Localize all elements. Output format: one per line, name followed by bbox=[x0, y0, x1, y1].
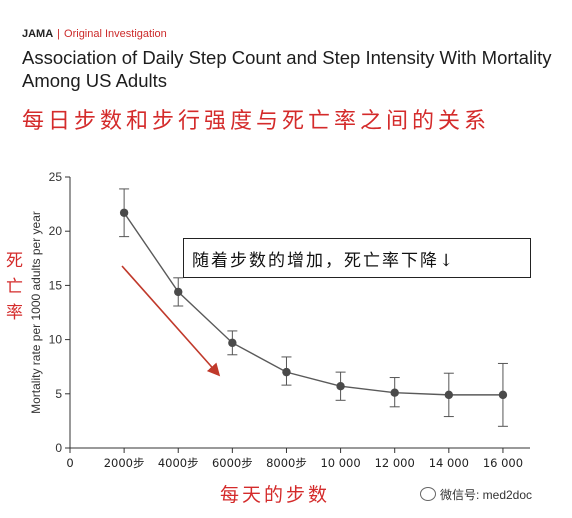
x-tick-label: 14 000 bbox=[429, 456, 469, 470]
chinese-title: 每日步数和步行强度与死亡率之间的关系 bbox=[22, 109, 491, 134]
y-tick-label: 15 bbox=[49, 278, 63, 292]
data-point bbox=[390, 388, 399, 397]
wechat-icon bbox=[420, 487, 436, 501]
x-tick-label: 0 bbox=[66, 456, 73, 470]
article-type: Original Investigation bbox=[64, 28, 167, 40]
x-tick-label: 12 000 bbox=[375, 456, 415, 470]
x-tick-label: 10 000 bbox=[320, 456, 360, 470]
x-tick-label: 6000步 bbox=[212, 456, 253, 470]
data-point bbox=[444, 390, 454, 400]
watermark-text: 微信号: med2doc bbox=[440, 488, 533, 502]
chinese-y-label: 死亡率 bbox=[6, 251, 23, 323]
x-tick-label: 2000步 bbox=[104, 456, 145, 470]
y-tick-label: 0 bbox=[55, 441, 62, 455]
journal-name: JAMA bbox=[22, 28, 54, 40]
x-tick-label: 8000步 bbox=[266, 456, 307, 470]
x-tick-label: 4000步 bbox=[158, 456, 199, 470]
wechat-watermark: 微信号: med2doc bbox=[420, 486, 532, 503]
data-point bbox=[174, 287, 183, 297]
series-line bbox=[123, 212, 503, 396]
y-axis-label: Mortality rate per 1000 adults per year bbox=[29, 211, 43, 414]
trend-callout: 随着步数的增加，死亡率下降↓ bbox=[183, 238, 531, 278]
data-point bbox=[228, 338, 237, 348]
chinese-x-label: 每天的步数 bbox=[220, 484, 331, 506]
x-tick-label: 16 000 bbox=[483, 456, 523, 470]
header-separator: | bbox=[57, 28, 61, 40]
y-tick-label: 5 bbox=[55, 387, 62, 401]
y-tick-label: 25 bbox=[49, 170, 63, 184]
data-point bbox=[119, 208, 129, 217]
data-point bbox=[282, 367, 291, 377]
trend-arrow bbox=[121, 265, 221, 377]
data-point bbox=[498, 390, 508, 400]
data-point bbox=[336, 382, 345, 391]
journal-header: JAMA | Original Investigation bbox=[22, 24, 167, 42]
y-tick-label: 10 bbox=[49, 333, 63, 347]
article-title: Association of Daily Step Count and Step… bbox=[22, 47, 552, 91]
y-tick-label: 20 bbox=[49, 224, 63, 238]
